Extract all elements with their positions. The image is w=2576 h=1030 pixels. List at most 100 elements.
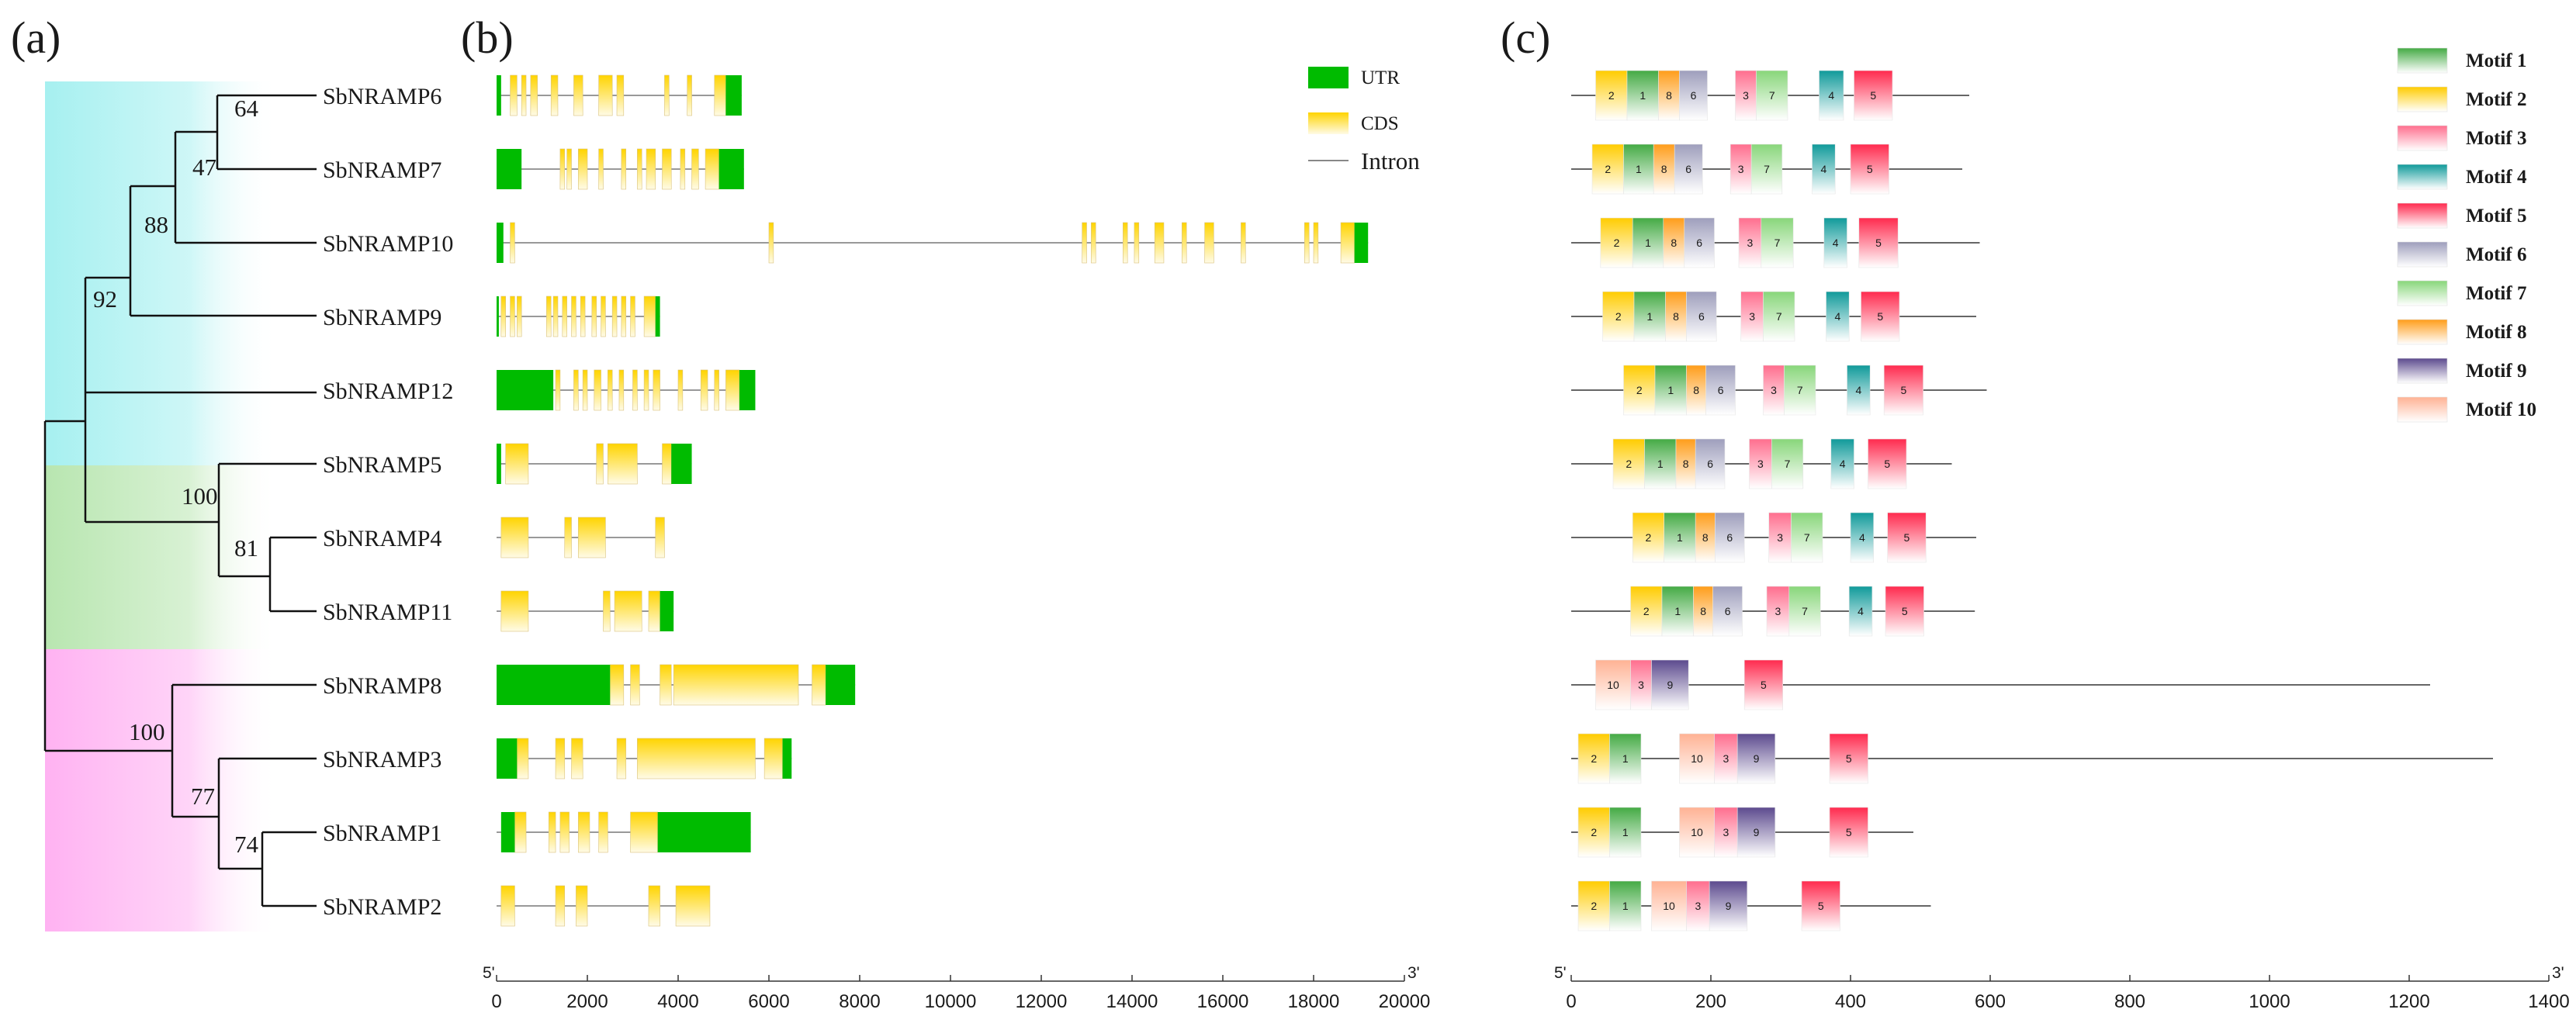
cds-exon [510, 222, 515, 264]
cds-exon [601, 296, 606, 337]
motif-box [1595, 70, 1628, 121]
cds-exon [609, 664, 625, 706]
motif-legend-label: Motif 2 [2466, 89, 2526, 110]
motif-number-label: 7 [1764, 163, 1770, 175]
utr-segment [671, 444, 692, 484]
cds-exon [614, 590, 642, 632]
motif-box [1679, 70, 1708, 121]
motif-box [1630, 586, 1663, 637]
motif-panel: 2 1 8 6 3 7 4 5 2 1 8 6 3 7 4 5 2 1 8 6 3 7 4 5 2 1 8 6 3 7 4 5 2 1 8 6 3 7 4 5… [1571, 70, 2493, 931]
utr-segment [497, 665, 611, 705]
motif-number-label: 1 [1622, 900, 1629, 912]
gene-structure-axis: 0 2000 4000 6000 8000 10000 12000 14000 16000 180… [483, 964, 1430, 1012]
motif-number-label: 5 [1884, 458, 1890, 470]
gene-label: SbNRAMP12 [323, 378, 453, 404]
cds-exon [598, 811, 608, 853]
cds-exon [632, 369, 638, 411]
motif-number-label: 8 [1666, 89, 1672, 102]
motif-number-label: 7 [1802, 605, 1808, 617]
bootstrap-values: 64 47 88 92 100 81 100 77 74 [93, 95, 259, 858]
motif-number-label: 9 [1754, 826, 1760, 838]
motif-box [1883, 365, 1923, 416]
motif-number-label: 5 [1846, 752, 1852, 765]
motif-number-label: 3 [1638, 679, 1644, 691]
motif-number-label: 10 [1663, 900, 1675, 912]
motif-number-label: 4 [1833, 237, 1839, 249]
cds-exon [714, 369, 719, 411]
utr-segment [1354, 223, 1369, 263]
motif-number-label: 7 [1776, 310, 1782, 323]
motif-number-label: 9 [1667, 679, 1673, 691]
tree-branches [43, 94, 317, 907]
axis-tick-label: 14000 [1106, 991, 1158, 1012]
motif-number-label: 2 [1591, 826, 1597, 838]
motif-box [1654, 365, 1687, 416]
motif-number-label: 1 [1667, 384, 1674, 396]
motif-number-label: 2 [1605, 163, 1611, 175]
motif-legend-label: Motif 3 [2466, 128, 2526, 149]
gene-structure-row [497, 296, 660, 337]
cds-exon [705, 148, 719, 190]
motif-box [1665, 291, 1687, 342]
motif-number-label: 5 [1875, 237, 1882, 249]
motif-box [1743, 659, 1783, 710]
bootstrap-label: 92 [93, 285, 117, 313]
gene-structure-legend: UTR CDS Intron [1308, 67, 1420, 175]
motif-row: 10 3 9 5 [1571, 659, 2430, 710]
utr-segment [725, 75, 742, 116]
motif-box [1664, 512, 1696, 563]
cds-legend-swatch [1308, 112, 1349, 134]
motif-number-label: 8 [1702, 531, 1709, 544]
bootstrap-label: 81 [234, 534, 258, 562]
axis-tick-label: 1200 [2388, 991, 2429, 1012]
motif-number-label: 6 [1718, 384, 1724, 396]
utr-segment [782, 738, 792, 779]
motif-box [1714, 807, 1738, 858]
motif-number-label: 8 [1700, 605, 1706, 617]
gene-label: SbNRAMP1 [323, 821, 441, 846]
motif-number-label: 7 [1785, 458, 1791, 470]
motif-box [1749, 438, 1772, 489]
axis-tick-label: 0 [491, 991, 501, 1012]
cds-exon [510, 296, 515, 337]
motif-box [1686, 291, 1717, 342]
cds-exon [596, 443, 604, 485]
axis-tick-label: 12000 [1016, 991, 1068, 1012]
cds-exon [700, 369, 708, 411]
axis-tick-label: 1400 [2528, 991, 2569, 1012]
cds-exon [598, 148, 604, 190]
motif-number-label: 8 [1661, 163, 1667, 175]
motif-legend-swatch [2397, 396, 2448, 423]
cds-exon [555, 738, 566, 779]
motif-box [1847, 365, 1871, 416]
motif-legend-swatch [2397, 125, 2448, 151]
motif-legend-swatch [2397, 241, 2448, 268]
motif-box [1729, 143, 1752, 195]
motif-legend-label: Motif 4 [2466, 167, 2527, 188]
gene-structure-row [497, 590, 674, 632]
motif-number-label: 6 [1707, 458, 1713, 470]
cds-exon [1340, 222, 1355, 264]
motif-number-label: 6 [1696, 237, 1702, 249]
bootstrap-label: 88 [144, 211, 168, 238]
utr-segment [660, 591, 674, 631]
cds-exon [648, 885, 660, 927]
axis-tick-label: 200 [1695, 991, 1726, 1012]
utr-segment [497, 296, 499, 337]
motif-number-label: 5 [1901, 384, 1907, 396]
cds-exon [573, 369, 579, 411]
motif-number-label: 2 [1615, 310, 1622, 323]
motif-number-label: 3 [1695, 900, 1701, 912]
gene-structure-row [497, 74, 742, 116]
motif-number-label: 7 [1774, 237, 1781, 249]
motif-box [1756, 70, 1788, 121]
cds-exon [500, 885, 515, 927]
gene-structure-row [497, 664, 856, 706]
motif-legend-label: Motif 7 [2466, 283, 2526, 304]
motif-number-label: 6 [1698, 310, 1705, 323]
motif-box [1750, 143, 1783, 195]
motif-box [1577, 880, 1610, 931]
motif-number-label: 4 [1855, 384, 1861, 396]
utr-segment [655, 296, 660, 337]
